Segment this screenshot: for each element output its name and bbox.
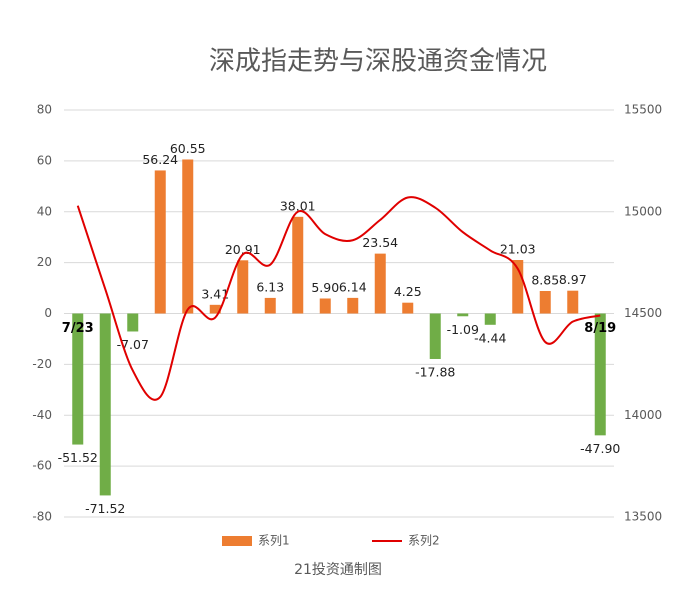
y-tick-label: 0 (44, 306, 52, 320)
bar (182, 159, 194, 314)
y-tick-label: -20 (32, 357, 52, 371)
data-label: 6.14 (339, 279, 367, 294)
data-label: 20.91 (225, 242, 261, 257)
data-label: -17.88 (415, 364, 455, 379)
y-tick-label: 20 (37, 255, 52, 269)
bar (567, 290, 579, 314)
data-label: 8.85 (531, 272, 559, 287)
y2-tick-label: 14500 (624, 306, 662, 320)
bar (237, 260, 249, 314)
data-label: 38.01 (280, 198, 316, 213)
bar (127, 313, 139, 332)
data-label: 56.24 (142, 152, 178, 167)
bar (484, 313, 496, 325)
y2-tick-label: 15500 (624, 103, 662, 117)
bar (347, 297, 359, 314)
data-label: 8.97 (559, 272, 587, 287)
data-label: -47.90 (580, 441, 620, 456)
source: 21投资通制图 (294, 562, 382, 578)
chart-title: 深成指走势与深股通资金情况 (209, 47, 547, 77)
y-tick-label: 80 (37, 103, 52, 117)
data-label: 5.90 (311, 280, 339, 295)
bar (457, 313, 469, 317)
data-label: 60.55 (170, 141, 206, 156)
data-label: -71.52 (85, 501, 125, 516)
bar (264, 297, 276, 314)
data-label: 4.25 (394, 284, 422, 299)
x-tick-label: 8/19 (584, 321, 616, 336)
bar (292, 216, 304, 314)
bar (429, 313, 441, 359)
data-label: 3.41 (201, 286, 229, 301)
bar (374, 253, 386, 314)
y2-tick-label: 13500 (624, 510, 662, 524)
y-tick-label: -60 (32, 459, 52, 473)
line (76, 196, 601, 401)
data-label: 21.03 (500, 242, 536, 257)
bar (72, 313, 84, 445)
bar (539, 290, 551, 314)
bar (594, 313, 606, 436)
bar (512, 260, 524, 314)
y-tick-label: 60 (37, 153, 52, 167)
bar (99, 313, 111, 496)
legend-label: 系列1 (258, 534, 290, 548)
bar (402, 302, 414, 314)
legend-label: 系列2 (408, 534, 440, 548)
data-label: 6.13 (256, 279, 284, 294)
data-label: -4.44 (474, 330, 506, 345)
y-tick-label: -80 (32, 510, 52, 524)
y2-tick-label: 14000 (624, 408, 662, 422)
legend-swatch (222, 536, 252, 546)
bar (319, 298, 331, 314)
data-label: 23.54 (362, 235, 398, 250)
data-label: -1.09 (447, 322, 479, 337)
bar (154, 170, 166, 314)
x-tick-label: 7/23 (62, 321, 94, 336)
y2-tick-label: 15000 (624, 204, 662, 218)
bar (209, 304, 221, 314)
data-label: -51.52 (58, 450, 98, 465)
y-tick-label: 40 (37, 204, 52, 218)
y-tick-label: -40 (32, 408, 52, 422)
